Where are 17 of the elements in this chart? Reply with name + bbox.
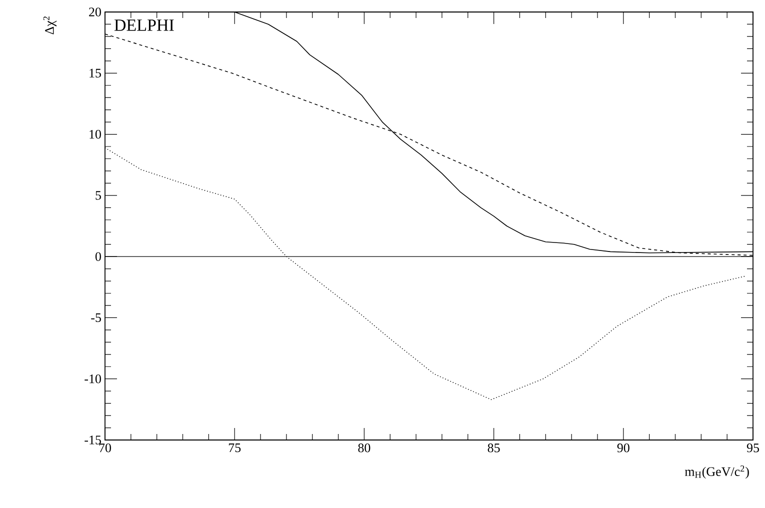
y-tick-label: 20: [89, 8, 101, 16]
x-tick-label: 70: [99, 444, 111, 452]
y-tick-label: -15: [84, 436, 101, 444]
annotation: DELPHI: [114, 20, 174, 31]
y-tick-label: 10: [90, 130, 101, 139]
x-tick-label: 75: [228, 444, 241, 452]
x-tick-label: 85: [488, 444, 500, 452]
y-tick-label: 0: [95, 252, 101, 261]
y-tick-label: 15: [90, 68, 101, 78]
x-tick-label: 80: [358, 444, 370, 452]
x-tick-label: 95: [746, 444, 760, 452]
y-tick-label: -5: [91, 313, 101, 322]
x-tick-label: 90: [617, 444, 630, 452]
y-tick-label: 5: [96, 191, 101, 200]
y-tick-label: -10: [84, 374, 101, 384]
y-axis-title: Δχ$^{2}$: [43, 16, 56, 34]
x-axis-title: m$_{H}$(GeV/c$^{2}$): [684, 466, 749, 479]
